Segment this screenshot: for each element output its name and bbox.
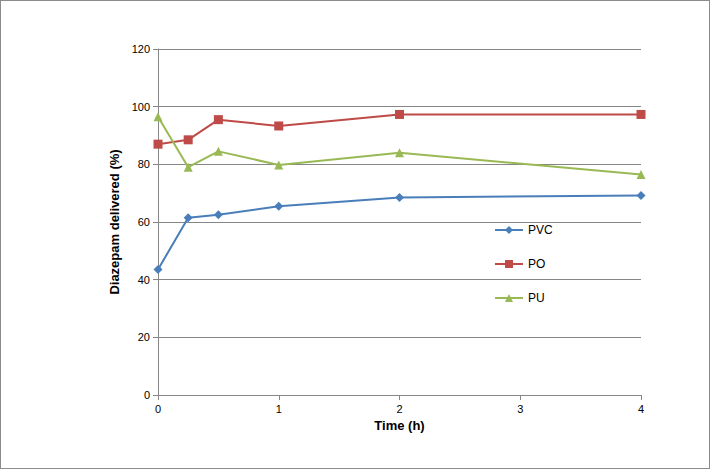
svg-text:100: 100 (132, 101, 150, 113)
svg-text:20: 20 (138, 331, 150, 343)
svg-text:40: 40 (138, 274, 150, 286)
svg-text:Diazepam delivered (%): Diazepam delivered (%) (107, 149, 122, 294)
svg-text:80: 80 (138, 158, 150, 170)
svg-text:PO: PO (528, 257, 545, 271)
svg-text:3: 3 (517, 403, 523, 415)
svg-text:PVC: PVC (528, 223, 553, 237)
svg-text:PU: PU (528, 291, 545, 305)
svg-text:Time (h): Time (h) (374, 418, 424, 433)
svg-text:60: 60 (138, 216, 150, 228)
svg-text:1: 1 (276, 403, 282, 415)
svg-text:0: 0 (155, 403, 161, 415)
svg-text:120: 120 (132, 43, 150, 55)
svg-text:0: 0 (144, 389, 150, 401)
svg-text:2: 2 (396, 403, 402, 415)
svg-text:4: 4 (638, 403, 644, 415)
